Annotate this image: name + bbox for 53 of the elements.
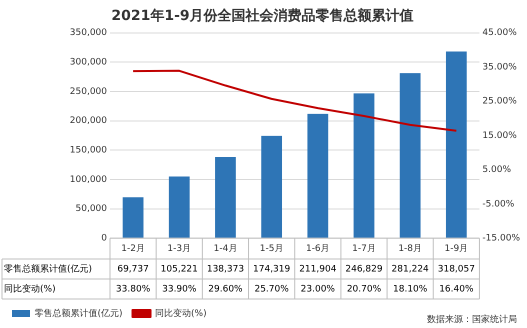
bar xyxy=(354,93,374,238)
data-label: 138,373 xyxy=(206,264,244,274)
data-label: 105,221 xyxy=(160,264,198,274)
bar xyxy=(215,156,236,238)
data-label: 33.80% xyxy=(116,284,151,294)
data-label: 174,319 xyxy=(253,264,291,274)
legend-label: 同比变动(%) xyxy=(155,308,207,319)
y-tick-label: 100,000 xyxy=(70,174,108,185)
y-tick-label: 150,000 xyxy=(70,146,108,156)
data-label: 318,057 xyxy=(438,264,475,274)
y-tick-label: 50,000 xyxy=(76,204,108,214)
data-label: 246,829 xyxy=(345,264,383,274)
bar xyxy=(122,197,144,238)
y-tick-label: 350,000 xyxy=(70,28,108,38)
data-label: 23.00% xyxy=(300,284,336,294)
y-tick-label: 0 xyxy=(101,234,108,244)
text: 零售总额累计值(亿元) xyxy=(4,264,92,274)
data-label: 211,904 xyxy=(299,264,337,274)
chart-title: 2021年1-9月份全国社会消费品零售总额累计值 xyxy=(111,7,414,24)
bar xyxy=(307,114,328,238)
bar xyxy=(400,73,421,238)
x-tick-label: 1-5月 xyxy=(260,244,284,254)
bar xyxy=(168,176,190,238)
y2-tick-label: -15.00% xyxy=(482,234,520,244)
data-label: 33.90% xyxy=(162,284,197,294)
data-label: 25.70% xyxy=(254,284,290,294)
x-tick-label: 1-2月 xyxy=(121,244,145,254)
bar xyxy=(261,136,282,238)
data-label: 16.40% xyxy=(439,284,474,294)
x-tick-label: 1-3月 xyxy=(167,244,192,254)
y2-tick-label: 15.00% xyxy=(482,130,518,141)
x-tick-label: 1-4月 xyxy=(214,244,238,254)
data-label: 29.60% xyxy=(208,284,244,294)
y2-tick-label: 5.00% xyxy=(482,165,512,176)
data-label: 281,224 xyxy=(392,264,430,274)
y-tick-label: 250,000 xyxy=(70,86,108,97)
y2-tick-label: 25.00% xyxy=(482,96,518,107)
y-tick-label: 200,000 xyxy=(70,116,108,126)
y2-tick-label: 45.00% xyxy=(482,28,518,38)
data-label: 18.10% xyxy=(393,284,428,294)
x-tick-label: 1-9月 xyxy=(444,244,468,254)
legend-label: 零售总额累计值(亿元) xyxy=(34,308,123,319)
source-note: 数据来源：国家统计局 xyxy=(427,314,517,325)
data-label: 20.70% xyxy=(346,284,382,294)
y-tick-label: 300,000 xyxy=(70,57,108,68)
x-tick-label: 1-6月 xyxy=(306,244,330,254)
y2-tick-label: 35.00% xyxy=(482,62,518,72)
data-label: 69,737 xyxy=(117,264,149,274)
bar xyxy=(446,52,467,238)
x-tick-label: 1-7月 xyxy=(352,244,376,254)
x-tick-label: 1-8月 xyxy=(398,244,422,254)
y2-tick-label: -5.00% xyxy=(482,199,515,210)
text: 同比变动(%) xyxy=(4,284,56,294)
